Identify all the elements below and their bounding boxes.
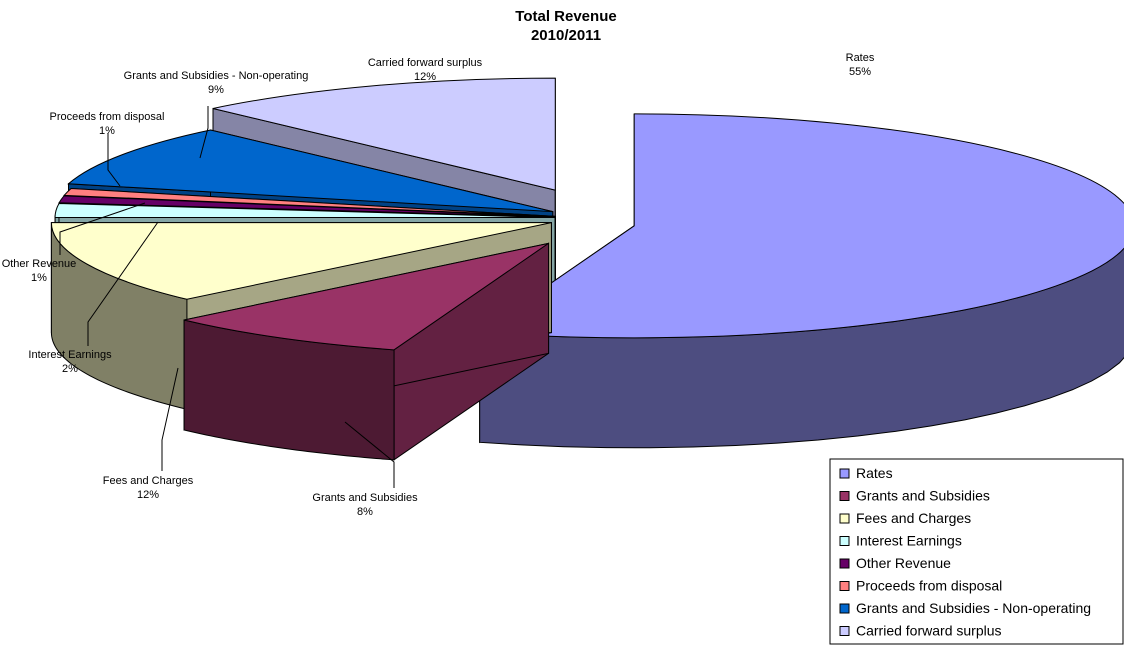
- label-name-grants-and-subsidies: Grants and Subsidies: [312, 492, 418, 504]
- label-percent-fees-and-charges: 12%: [137, 489, 159, 501]
- legend-label-interest-earnings: Interest Earnings: [856, 533, 962, 549]
- legend-label-carried-forward-surplus: Carried forward surplus: [856, 623, 1002, 639]
- legend-swatch-interest-earnings: [840, 537, 849, 546]
- slice-rates: [480, 114, 1124, 448]
- label-percent-grants-and-subsidies-non-operating: 9%: [208, 84, 224, 96]
- pie-slices: [51, 78, 1124, 460]
- label-name-other-revenue: Other Revenue: [2, 258, 77, 270]
- legend-swatch-rates: [840, 469, 849, 478]
- legend-label-other-revenue: Other Revenue: [856, 555, 951, 571]
- chart-title-line-1: Total Revenue: [515, 8, 616, 25]
- label-percent-other-revenue: 1%: [31, 272, 47, 284]
- label-name-carried-forward-surplus: Carried forward surplus: [368, 57, 483, 69]
- label-name-interest-earnings: Interest Earnings: [28, 349, 112, 361]
- legend-label-proceeds-from-disposal: Proceeds from disposal: [856, 578, 1002, 594]
- legend-label-fees-and-charges: Fees and Charges: [856, 510, 971, 526]
- legend-swatch-grants-and-subsidies-non-operating: [840, 604, 849, 613]
- label-percent-interest-earnings: 2%: [62, 363, 78, 375]
- label-percent-grants-and-subsidies: 8%: [357, 506, 373, 518]
- label-percent-rates: 55%: [849, 66, 871, 78]
- legend-label-rates: Rates: [856, 465, 893, 481]
- label-name-grants-and-subsidies-non-operating: Grants and Subsidies - Non-operating: [124, 70, 309, 82]
- legend-swatch-carried-forward-surplus: [840, 627, 849, 636]
- legend: Rates Grants and Subsidies Fees and Charge…: [830, 459, 1123, 644]
- chart-title: Total Revenue 2010/2011: [515, 8, 616, 44]
- legend-swatch-other-revenue: [840, 559, 849, 568]
- legend-label-grants-and-subsidies: Grants and Subsidies: [856, 488, 990, 504]
- legend-swatch-grants-and-subsidies: [840, 492, 849, 501]
- legend-label-grants-and-subsidies-non-operating: Grants and Subsidies - Non-operating: [856, 600, 1091, 616]
- legend-swatch-proceeds-from-disposal: [840, 582, 849, 591]
- label-name-proceeds-from-disposal: Proceeds from disposal: [50, 111, 165, 123]
- legend-swatch-fees-and-charges: [840, 514, 849, 523]
- label-percent-carried-forward-surplus: 12%: [414, 71, 436, 83]
- label-name-rates: Rates: [846, 52, 875, 64]
- label-name-fees-and-charges: Fees and Charges: [103, 475, 194, 487]
- label-percent-proceeds-from-disposal: 1%: [99, 125, 115, 137]
- chart-title-line-2: 2010/2011: [531, 27, 601, 44]
